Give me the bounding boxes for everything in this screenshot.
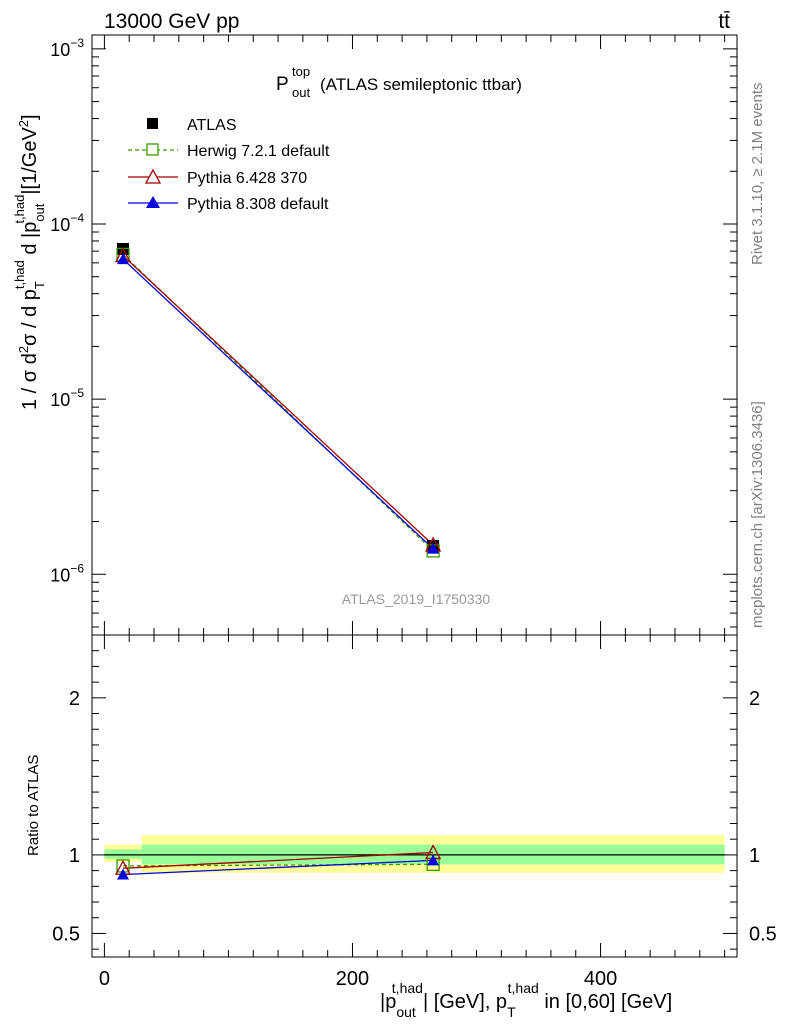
main-markers (114, 242, 442, 558)
main-y-tick-label: 10−6 (50, 561, 84, 585)
legend-marker-herwig (146, 143, 159, 156)
ratio-lines (122, 851, 434, 876)
title-main: P (276, 74, 289, 95)
legend-label-herwig: Herwig 7.2.1 default (187, 143, 330, 160)
legend-label-atlas: ATLAS (187, 117, 237, 134)
main-y-tick-label: 10−5 (50, 386, 84, 410)
ratio-y-tick-label-left: 2 (69, 688, 80, 710)
x-tick-label: 400 (584, 968, 617, 990)
legend-label-pythia8: Pythia 8.308 default (187, 196, 329, 213)
energy-label: 13000 GeV pp (104, 10, 239, 33)
plot-title: P (276, 74, 289, 95)
x-tick-label: 200 (336, 968, 369, 990)
ratio-data-point (117, 868, 130, 880)
main-data-point (427, 542, 440, 554)
ratio-y-tick-label-right: 2 (749, 688, 760, 710)
main-data-point (117, 253, 130, 265)
ratio-y-tick-label-left: 0.5 (52, 923, 80, 945)
rivet-label: Rivet 3.1.10, ≥ 2.1M events (749, 83, 766, 266)
legend-marker-atlas (147, 118, 158, 129)
title-sup: top (292, 64, 310, 79)
ratio-panel: 0.5 0.5 1 1 2 2 0 200 400 Ratio to ATLAS |poutt,… (25, 634, 777, 1020)
svg-text:1 / σ d2σ / d pTt,had d |poutt: 1 / σ d2σ / d pTt,had d |poutt,had|[1/Ge… (12, 114, 47, 410)
main-lines (122, 253, 434, 552)
main-y-tick-label: 10−3 (50, 36, 84, 60)
ratio-y-tick-label-left: 1 (69, 845, 80, 867)
ratio-markers (114, 844, 442, 880)
main-panel: 10−6 10−5 10−4 10−3 P top out (ATLAS semile… (12, 34, 738, 636)
main-ticks: 10−6 10−5 10−4 10−3 (50, 35, 737, 635)
legend-marker-pythia6 (144, 168, 162, 184)
ratio-data-point (427, 854, 440, 866)
main-series-line (122, 255, 434, 546)
ratio-frame (91, 634, 738, 958)
ratio-y-tick-label-right: 0.5 (749, 923, 777, 945)
main-series-line (122, 258, 434, 550)
x-tick-label: 0 (99, 968, 110, 990)
main-y-tick-label: 10−4 (50, 211, 84, 235)
ratio-uncertainty-band-inner (104, 849, 142, 859)
ratio-y-axis-label: Ratio to ATLAS (25, 755, 42, 856)
ratio-series-line (122, 851, 434, 869)
title-sub: out (292, 85, 310, 100)
ratio-y-tick-label-right: 1 (749, 845, 760, 867)
title-rest: (ATLAS semileptonic ttbar) (320, 75, 522, 94)
x-axis-label: |poutt,had| [GeV], pTt,had in [0,60] [Ge… (380, 980, 672, 1020)
mcplots-label: mcplots.cern.ch [arXiv:1306.3436] (749, 401, 766, 628)
legend: ATLAS Herwig 7.2.1 default Pythia 6.428 … (128, 117, 330, 213)
analysis-watermark: ATLAS_2019_I1750330 (342, 591, 491, 607)
ratio-series-line (122, 859, 434, 876)
legend-marker-pythia8 (146, 196, 160, 208)
process-label: tt̄ (718, 10, 730, 33)
legend-label-pythia6: Pythia 6.428 370 (187, 170, 307, 187)
ratio-ticks: 0.5 0.5 1 1 2 2 0 200 400 (52, 635, 777, 990)
main-y-axis-label: 1 / σ d2σ / d pTt,had d |poutt,had|[1/Ge… (12, 114, 47, 410)
svg-text:|poutt,had| [GeV], pTt,had in: |poutt,had| [GeV], pTt,had in [0,60] [Ge… (380, 980, 672, 1020)
